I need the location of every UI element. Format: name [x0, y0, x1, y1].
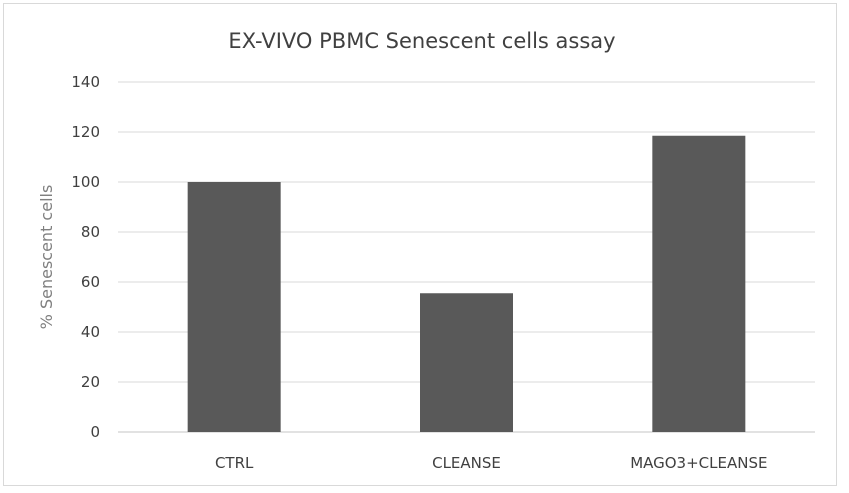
bar: [420, 293, 513, 432]
y-tick-label: 100: [71, 173, 100, 191]
y-axis-ticks: 0 20 40 60 80 100 120 140: [71, 73, 100, 441]
y-tick-label: 140: [71, 73, 100, 91]
y-tick-label: 0: [90, 423, 100, 441]
y-tick-label: 60: [81, 273, 100, 291]
x-category-label: CTRL: [215, 454, 254, 472]
bar: [187, 182, 281, 432]
chart-title: EX-VIVO PBMC Senescent cells assay: [228, 29, 615, 53]
y-tick-label: 20: [81, 373, 100, 391]
y-axis-title: % Senescent cells: [37, 185, 56, 330]
x-axis-categories: CTRL CLEANSE MAGO3+CLEANSE: [215, 454, 768, 472]
y-tick-label: 40: [81, 323, 100, 341]
x-category-label: MAGO3+CLEANSE: [630, 454, 767, 472]
bar: [652, 135, 746, 432]
x-category-label: CLEANSE: [432, 454, 501, 472]
bars: [187, 135, 746, 432]
y-tick-label: 80: [81, 223, 100, 241]
y-tick-label: 120: [71, 123, 100, 141]
